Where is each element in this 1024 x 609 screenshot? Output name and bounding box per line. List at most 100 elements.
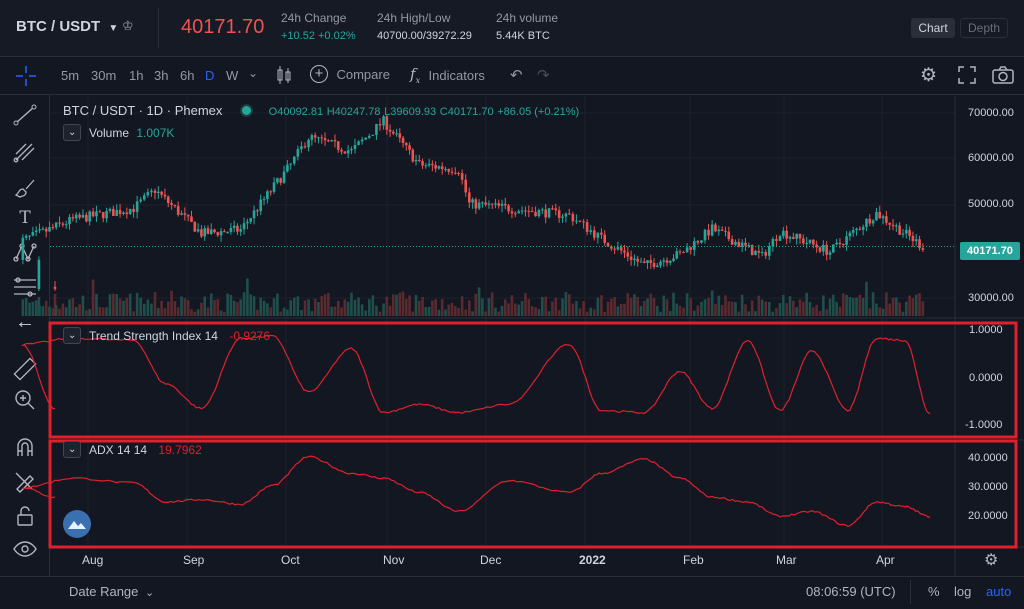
adx-collapse-button[interactable]: ⌄ bbox=[63, 441, 81, 458]
volume-bar bbox=[61, 303, 65, 316]
favorite-icon[interactable]: ♔ bbox=[122, 18, 134, 33]
volume-bar bbox=[203, 296, 207, 316]
timeframe-w[interactable]: W bbox=[226, 68, 239, 83]
candle bbox=[34, 230, 38, 232]
indicators-button[interactable]: fx Indicators bbox=[410, 65, 485, 85]
volume-bar bbox=[707, 297, 710, 316]
legend-low: L39609.93 bbox=[384, 106, 437, 118]
volume-bar bbox=[835, 301, 838, 316]
axis-settings-icon[interactable]: ⚙ bbox=[984, 552, 999, 569]
undo-icon[interactable]: ↶ bbox=[510, 67, 523, 84]
timeframe-6h[interactable]: 6h bbox=[180, 68, 195, 83]
timeframe-5m[interactable]: 5m bbox=[61, 68, 80, 83]
crosshair-icon[interactable] bbox=[14, 64, 38, 88]
pattern-icon[interactable] bbox=[12, 240, 38, 264]
tsi-collapse-button[interactable]: ⌄ bbox=[63, 327, 81, 344]
log-toggle[interactable]: log bbox=[954, 584, 972, 599]
candle bbox=[292, 156, 296, 164]
lock-icon[interactable] bbox=[12, 504, 38, 528]
volume-bar bbox=[714, 303, 717, 316]
candle bbox=[841, 244, 845, 246]
candle bbox=[895, 225, 898, 227]
highlow-label: 24h High/Low bbox=[377, 11, 451, 25]
volume-bar bbox=[481, 298, 484, 316]
candle bbox=[775, 239, 778, 241]
candle bbox=[818, 247, 822, 252]
compare-button[interactable]: + Compare bbox=[310, 65, 390, 85]
volume-collapse-button[interactable]: ⌄ bbox=[63, 124, 81, 141]
candle bbox=[911, 235, 915, 242]
fib-retracement-icon[interactable] bbox=[12, 275, 38, 299]
volume-bar bbox=[841, 293, 845, 316]
ruler-icon[interactable] bbox=[12, 357, 38, 381]
volume-bar bbox=[31, 301, 35, 316]
eye-icon[interactable] bbox=[12, 537, 38, 561]
fullscreen-icon[interactable] bbox=[958, 66, 976, 84]
back-arrow-icon[interactable]: ← bbox=[15, 311, 35, 333]
redo-icon[interactable]: ↷ bbox=[537, 67, 550, 84]
volume-bar bbox=[678, 305, 682, 316]
timeframe-1h[interactable]: 1h bbox=[129, 68, 144, 83]
trend-line-icon[interactable] bbox=[12, 103, 38, 127]
candle bbox=[296, 149, 300, 157]
candle bbox=[385, 116, 389, 130]
volume-bar bbox=[21, 299, 25, 316]
candle bbox=[700, 240, 703, 243]
text-tool-icon[interactable]: T bbox=[19, 208, 31, 228]
candle bbox=[58, 222, 61, 224]
phemex-logo-icon[interactable] bbox=[63, 510, 91, 538]
volume-bar bbox=[34, 300, 38, 316]
volume-bar bbox=[858, 294, 862, 316]
candle bbox=[256, 210, 259, 212]
candle bbox=[160, 191, 163, 195]
volume-bar bbox=[730, 301, 734, 316]
symbol-selector[interactable]: BTC / USDT ▼ bbox=[16, 18, 118, 35]
pitchfork-icon[interactable] bbox=[12, 140, 38, 164]
tab-depth[interactable]: Depth bbox=[960, 18, 1008, 38]
volume-bar bbox=[585, 311, 589, 316]
settings-gear-icon[interactable]: ⚙ bbox=[920, 65, 938, 86]
adx-highlight-box bbox=[48, 439, 1018, 549]
magnet-icon[interactable] bbox=[12, 436, 38, 460]
volume-bar bbox=[832, 294, 835, 316]
candle-type-icon[interactable] bbox=[276, 65, 292, 85]
timeframe-30m[interactable]: 30m bbox=[91, 68, 117, 83]
volume-bar bbox=[223, 311, 226, 316]
camera-icon[interactable] bbox=[992, 66, 1014, 84]
volume-bar bbox=[878, 307, 882, 316]
candle bbox=[484, 202, 487, 205]
volume-bar bbox=[885, 292, 888, 316]
volume-bar bbox=[610, 298, 613, 316]
volume-bar bbox=[193, 311, 197, 316]
date-range-button[interactable]: Date Range ⌄ bbox=[69, 584, 154, 599]
adx-legend-name[interactable]: ADX 14 14 bbox=[89, 443, 148, 457]
candle bbox=[851, 230, 855, 233]
candle bbox=[186, 214, 190, 217]
volume-bar bbox=[132, 311, 135, 316]
candle bbox=[209, 229, 213, 234]
tsi-legend-name[interactable]: Trend Strength Index 14 bbox=[89, 329, 218, 343]
volume-bar bbox=[825, 309, 828, 316]
volume-bar bbox=[216, 299, 220, 316]
adx-tick: 40.0000 bbox=[968, 452, 1008, 464]
auto-toggle[interactable]: auto bbox=[986, 584, 1012, 599]
zoom-in-icon[interactable] bbox=[12, 388, 38, 412]
volume-bar bbox=[507, 303, 510, 316]
percent-toggle[interactable]: % bbox=[928, 584, 940, 599]
lock-drawing-icon[interactable] bbox=[12, 469, 38, 493]
utc-clock[interactable]: 08:06:59 (UTC) bbox=[806, 584, 896, 599]
volume-bar bbox=[424, 307, 428, 316]
timeframe-3h[interactable]: 3h bbox=[154, 68, 169, 83]
volume-bar bbox=[600, 295, 603, 316]
candle bbox=[646, 260, 649, 263]
brush-icon[interactable] bbox=[12, 175, 38, 199]
timeframe-more-icon[interactable]: ⌄ bbox=[248, 66, 259, 80]
volume-bar bbox=[282, 307, 286, 316]
timeframe-d[interactable]: D bbox=[205, 68, 215, 83]
volume-bar bbox=[855, 297, 858, 316]
candle bbox=[603, 234, 607, 243]
volume-bar bbox=[176, 307, 180, 316]
tab-chart[interactable]: Chart bbox=[911, 18, 955, 38]
legend-title[interactable]: BTC / USDT · 1D · Phemex bbox=[63, 103, 223, 118]
